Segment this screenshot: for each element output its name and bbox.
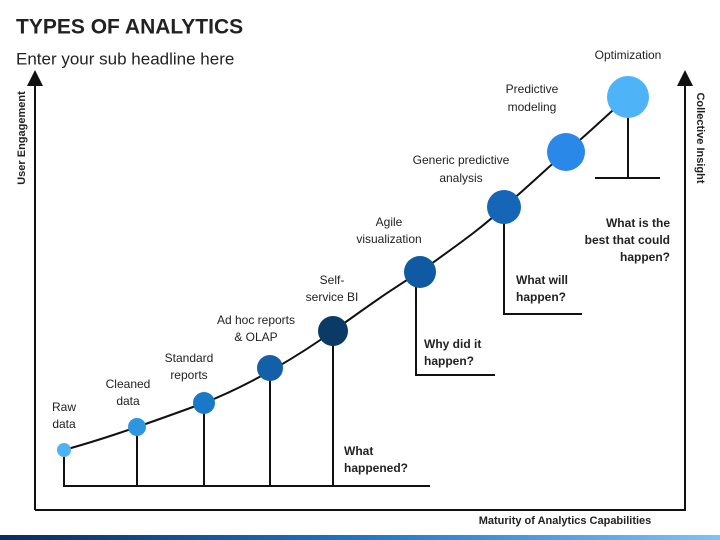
question: Why did it: [424, 337, 481, 351]
node-label: Cleaned: [106, 377, 151, 391]
nodes: [57, 76, 649, 457]
question: happen?: [516, 290, 566, 304]
node-label: & OLAP: [234, 330, 277, 344]
right-axis-label: Collective Insight: [694, 92, 706, 183]
node: [547, 133, 585, 171]
subtitle: Enter your sub headline here: [16, 49, 234, 68]
node: [257, 355, 283, 381]
node-label: Raw: [52, 400, 76, 414]
node-label: reports: [170, 368, 207, 382]
node-label: modeling: [508, 100, 557, 114]
node-label: Self-: [320, 273, 345, 287]
questions: What happened? Why did it happen? What w…: [344, 216, 670, 475]
node: [57, 443, 71, 457]
node: [318, 316, 348, 346]
footer-bar: [0, 535, 720, 540]
node-label: analysis: [439, 171, 482, 185]
node-label: Optimization: [595, 48, 662, 62]
node: [404, 256, 436, 288]
question: happen?: [620, 250, 670, 264]
bottom-right-axis: [35, 70, 693, 511]
node-label: data: [52, 417, 76, 431]
node: [607, 76, 649, 118]
question: What is the: [606, 216, 670, 230]
question: What: [344, 444, 373, 458]
node: [193, 392, 215, 414]
node-label: Ad hoc reports: [217, 313, 295, 327]
question: best that could: [585, 233, 670, 247]
question: happened?: [344, 461, 408, 475]
node-labels: Raw data Cleaned data Standard reports A…: [52, 48, 661, 431]
node-label: Generic predictive: [413, 153, 510, 167]
question: What will: [516, 273, 568, 287]
bottom-axis-label: Maturity of Analytics Capabilities: [479, 515, 652, 527]
node-label: visualization: [356, 232, 421, 246]
node: [487, 190, 521, 224]
node-label: Standard: [165, 351, 214, 365]
left-axis-label: User Engagement: [16, 91, 28, 185]
node: [128, 418, 146, 436]
connectors: [63, 97, 660, 487]
node-label: service BI: [306, 290, 359, 304]
node-label: Predictive: [506, 82, 559, 96]
node-label: Agile: [376, 215, 403, 229]
title: TYPES OF ANALYTICS: [16, 16, 243, 39]
question: happen?: [424, 354, 474, 368]
node-label: data: [116, 394, 140, 408]
